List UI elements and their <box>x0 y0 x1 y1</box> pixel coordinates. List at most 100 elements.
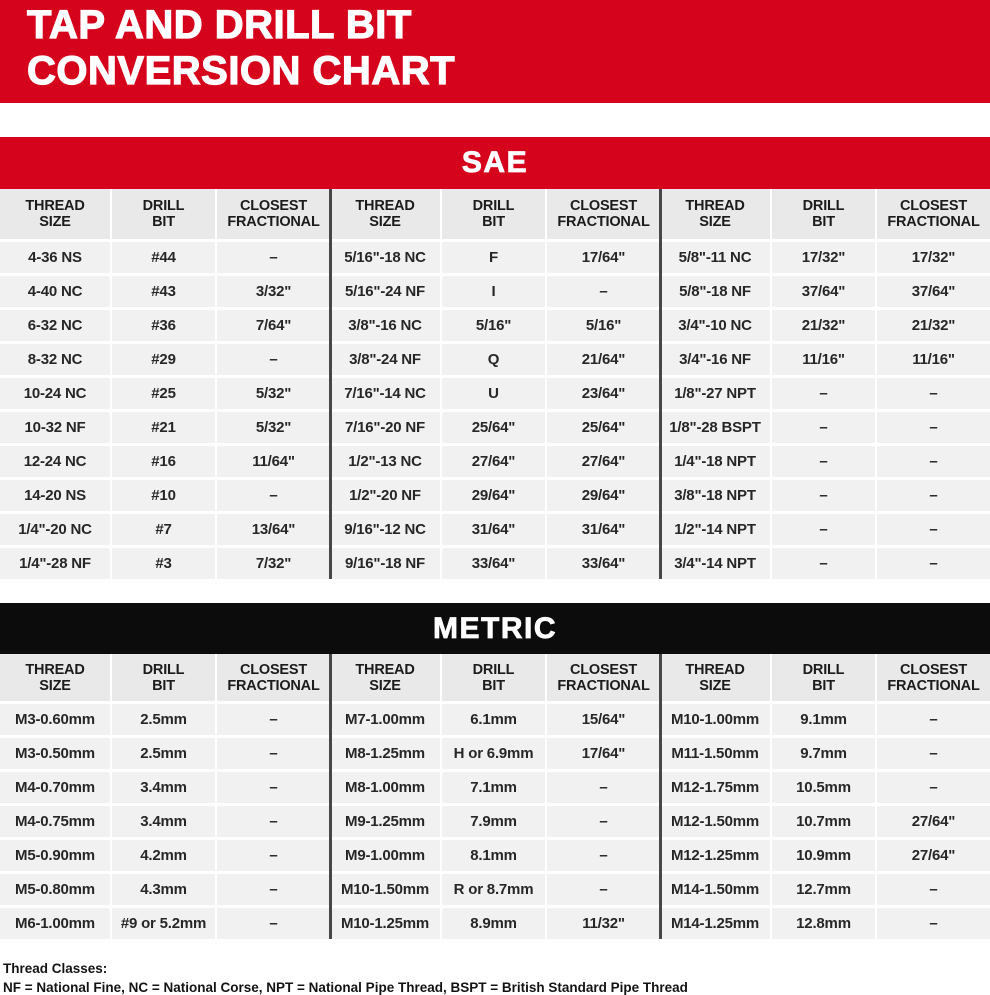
table-cell: 27/64" <box>545 443 660 477</box>
table-cell: 5/32" <box>215 409 330 443</box>
table-cell: M5-0.80mm <box>0 871 110 905</box>
table-cell: – <box>545 837 660 871</box>
column-header: THREAD SIZE <box>330 189 440 239</box>
table-cell: – <box>875 905 990 939</box>
table-cell: 5/16" <box>545 307 660 341</box>
table-cell: M10-1.50mm <box>330 871 440 905</box>
chart-title-line2: CONVERSION CHART <box>26 48 456 93</box>
table-cell: M8-1.25mm <box>330 735 440 769</box>
table-row: M6-1.00mm #9 or 5.2mm – M10-1.25mm 8.9mm 11/3… <box>0 905 990 939</box>
sae-table-body: 4-36 NS #44–5/16"-18 NC F 17/64" 5/8"-11 NC 1… <box>0 239 990 579</box>
table-cell: #43 <box>110 273 215 307</box>
table-cell: 1/4"-20 NC <box>0 511 110 545</box>
table-cell: 9/16"-12 NC <box>330 511 440 545</box>
table-cell: #3 <box>110 545 215 579</box>
table-cell: I <box>440 273 545 307</box>
table-cell: – <box>215 735 330 769</box>
table-cell: 3/32" <box>215 273 330 307</box>
column-header: DRILL BIT <box>110 654 215 701</box>
chart-title: TAP AND DRILL BIT CONVERSION CHART <box>26 2 990 94</box>
table-cell: 6-32 NC <box>0 307 110 341</box>
table-cell: 10.5mm <box>770 769 875 803</box>
table-cell: – <box>215 769 330 803</box>
table-row: 10-24 NC #25 5/32" 7/16"-14 NC U 23/64" 1/8"-2… <box>0 375 990 409</box>
table-row: 12-24 NC #16 11/64" 1/2"-13 NC 27/64" 27/64" 1… <box>0 443 990 477</box>
table-cell: – <box>875 443 990 477</box>
table-row: 6-32 NC #36 7/64" 3/8"-16 NC 5/16" 5/16" 3/4"-… <box>0 307 990 341</box>
column-header: THREAD SIZE <box>0 654 110 701</box>
table-cell: M12-1.50mm <box>660 803 770 837</box>
table-cell: – <box>770 443 875 477</box>
table-cell: #25 <box>110 375 215 409</box>
table-cell: 3.4mm <box>110 803 215 837</box>
table-cell: – <box>215 701 330 735</box>
table-cell: 8.1mm <box>440 837 545 871</box>
table-cell: 7.9mm <box>440 803 545 837</box>
table-cell: – <box>770 545 875 579</box>
table-cell: 3/8"-16 NC <box>330 307 440 341</box>
table-cell: – <box>545 803 660 837</box>
table-cell: M11-1.50mm <box>660 735 770 769</box>
table-cell: #36 <box>110 307 215 341</box>
table-cell: U <box>440 375 545 409</box>
table-cell: F <box>440 239 545 273</box>
column-header: CLOSEST FRACTIONAL <box>545 654 660 701</box>
table-cell: – <box>215 477 330 511</box>
table-cell: 23/64" <box>545 375 660 409</box>
table-cell: 6.1mm <box>440 701 545 735</box>
column-header: THREAD SIZE <box>0 189 110 239</box>
table-cell: M12-1.75mm <box>660 769 770 803</box>
table-cell: 31/64" <box>545 511 660 545</box>
table-cell: 9.7mm <box>770 735 875 769</box>
table-cell: 2.5mm <box>110 701 215 735</box>
table-cell: 7/32" <box>215 545 330 579</box>
table-cell: – <box>215 871 330 905</box>
metric-banner-label: METRIC <box>433 611 557 645</box>
column-header: DRILL BIT <box>440 654 545 701</box>
table-cell: 4-36 NS <box>0 239 110 273</box>
sae-section: SAE THREAD SIZE DRILL BIT CLOSEST FRACTIONAL T… <box>0 137 990 579</box>
table-cell: 7.1mm <box>440 769 545 803</box>
table-cell: 10.7mm <box>770 803 875 837</box>
table-cell: – <box>215 239 330 273</box>
metric-table: THREAD SIZE DRILL BIT CLOSEST FRACTIONAL THREA… <box>0 654 990 939</box>
table-cell: 3.4mm <box>110 769 215 803</box>
column-header: THREAD SIZE <box>660 189 770 239</box>
table-cell: 1/8"-28 BSPT <box>660 409 770 443</box>
table-cell: – <box>875 735 990 769</box>
table-cell: 7/16"-14 NC <box>330 375 440 409</box>
table-cell: 12.7mm <box>770 871 875 905</box>
table-cell: #44 <box>110 239 215 273</box>
sae-header-row: THREAD SIZE DRILL BIT CLOSEST FRACTIONAL THREA… <box>0 189 990 239</box>
table-cell: M14-1.25mm <box>660 905 770 939</box>
table-row: 4-36 NS #44–5/16"-18 NC F 17/64" 5/8"-11 NC 1… <box>0 239 990 273</box>
table-row: M3-0.60mm 2.5mm – M7-1.00mm 6.1mm 15/64" M10-1… <box>0 701 990 735</box>
table-cell: 25/64" <box>545 409 660 443</box>
table-cell: 10-24 NC <box>0 375 110 409</box>
table-cell: 17/32" <box>875 239 990 273</box>
table-cell: – <box>545 871 660 905</box>
table-cell: 1/4"-18 NPT <box>660 443 770 477</box>
table-cell: 4.3mm <box>110 871 215 905</box>
table-cell: 7/16"-20 NF <box>330 409 440 443</box>
table-row: 14-20 NS #10–1/2"-20 NF 29/64" 29/64" 3/8"-1… <box>0 477 990 511</box>
table-cell: 29/64" <box>440 477 545 511</box>
table-cell: #21 <box>110 409 215 443</box>
table-cell: 17/32" <box>770 239 875 273</box>
table-cell: 5/8"-11 NC <box>660 239 770 273</box>
table-cell: – <box>875 769 990 803</box>
table-cell: M6-1.00mm <box>0 905 110 939</box>
table-cell: 3/8"-18 NPT <box>660 477 770 511</box>
table-cell: #10 <box>110 477 215 511</box>
table-cell: – <box>875 477 990 511</box>
table-cell: 27/64" <box>440 443 545 477</box>
group-divider <box>329 189 332 579</box>
table-cell: 5/8"-18 NF <box>660 273 770 307</box>
table-cell: 11/32" <box>545 905 660 939</box>
column-header: THREAD SIZE <box>330 654 440 701</box>
table-cell: #29 <box>110 341 215 375</box>
table-cell: 1/4"-28 NF <box>0 545 110 579</box>
table-cell: 21/64" <box>545 341 660 375</box>
table-cell: 27/64" <box>875 837 990 871</box>
table-cell: #16 <box>110 443 215 477</box>
